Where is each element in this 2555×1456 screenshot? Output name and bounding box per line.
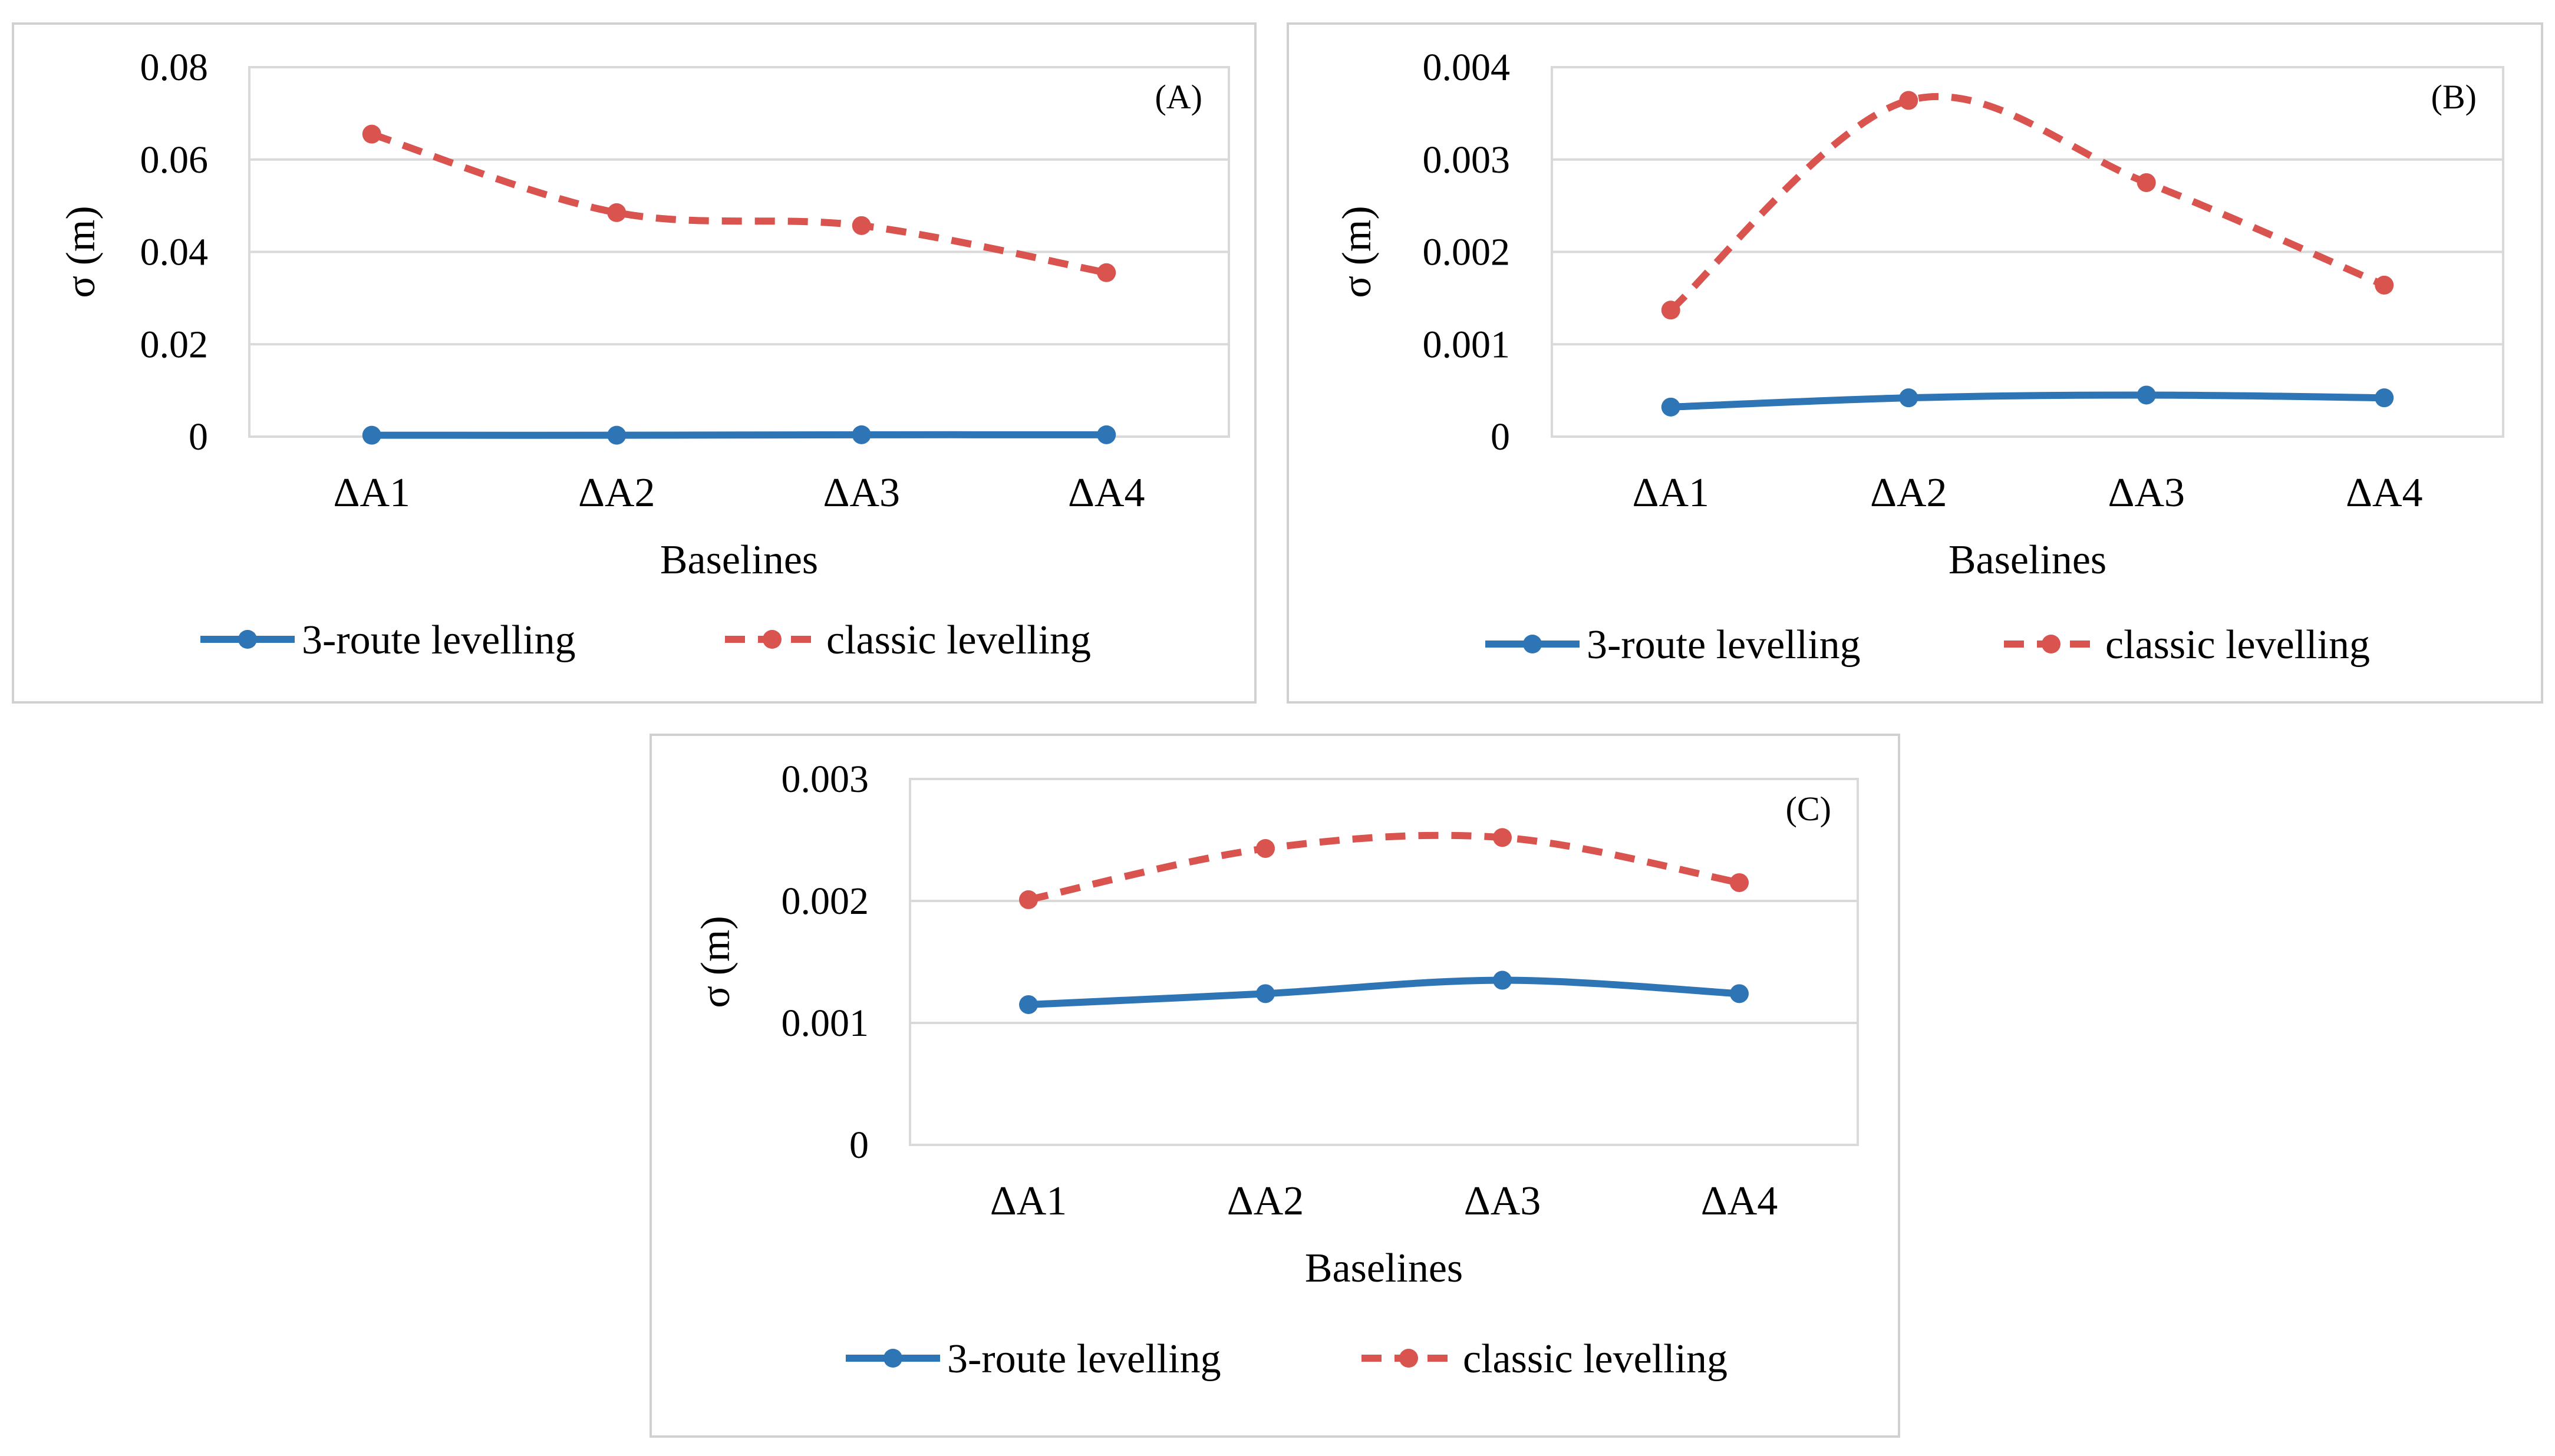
- y-tick-label: 0.004: [1423, 46, 1511, 89]
- data-point: [2375, 388, 2394, 408]
- data-point: [1019, 995, 1038, 1014]
- series-line-classic: [1027, 831, 1740, 903]
- legend-swatch-marker: [1523, 635, 1542, 653]
- y-axis-label: σ (m): [693, 916, 739, 1008]
- panel-frame: [1287, 22, 2543, 704]
- panel-label: (A): [1155, 78, 1202, 116]
- legend-swatch-marker: [1399, 1349, 1418, 1368]
- legend-label: 3-route levelling: [1587, 622, 1861, 668]
- legend-swatch-marker: [238, 630, 257, 649]
- x-tick-label: ΔA2: [1870, 470, 1947, 516]
- plot-area: [909, 778, 1859, 1146]
- data-point: [1256, 838, 1275, 858]
- data-point: [1730, 873, 1749, 892]
- data-point: [1493, 828, 1512, 847]
- x-axis-label: Baselines: [1949, 537, 2106, 583]
- panel-label: (B): [2431, 78, 2477, 116]
- x-tick-label: ΔA3: [2108, 470, 2185, 516]
- data-point: [1661, 301, 1680, 320]
- data-point: [1730, 984, 1749, 1003]
- data-point: [2137, 173, 2156, 192]
- y-axis-label: σ (m): [58, 206, 104, 298]
- x-tick-label: ΔA1: [990, 1178, 1067, 1224]
- x-tick-label: ΔA4: [2346, 470, 2423, 516]
- y-tick-label: 0.003: [782, 758, 869, 801]
- y-tick-label: 0: [1491, 415, 1510, 458]
- data-point: [1661, 397, 1680, 417]
- y-tick-label: 0.02: [140, 323, 209, 366]
- x-axis-label: Baselines: [660, 537, 818, 583]
- data-point: [1493, 970, 1512, 990]
- y-tick-label: 0.001: [1423, 323, 1511, 366]
- series-line-3-route: [1667, 391, 2388, 411]
- y-tick-label: 0.002: [782, 880, 869, 923]
- data-point: [2137, 385, 2156, 405]
- series-line-3-route: [1025, 976, 1743, 1008]
- y-tick-label: 0: [189, 415, 208, 458]
- legend-label: classic levelling: [2105, 622, 2370, 668]
- x-tick-label: ΔA1: [333, 470, 410, 516]
- panel-label: (C): [1786, 790, 1831, 828]
- data-point: [1019, 890, 1038, 909]
- y-tick-label: 0.08: [140, 46, 209, 89]
- x-tick-label: ΔA1: [1632, 470, 1709, 516]
- data-point: [607, 425, 627, 445]
- x-tick-label: ΔA2: [1227, 1178, 1304, 1224]
- x-tick-label: ΔA3: [1464, 1178, 1541, 1224]
- x-tick-label: ΔA3: [823, 470, 900, 516]
- legend-label: classic levelling: [1463, 1336, 1727, 1382]
- x-tick-label: ΔA4: [1068, 470, 1145, 516]
- legend-swatch-marker: [763, 630, 782, 649]
- plot-area: [1551, 66, 2504, 438]
- chart-panel-a: 0 0.02 0.04 0.06 0.08 ΔA1 ΔA2 ΔA3 ΔA4 Baselines σ …: [12, 22, 1257, 704]
- y-tick-label: 0.002: [1423, 231, 1511, 274]
- x-tick-label: ΔA2: [578, 470, 655, 516]
- legend-label: 3-route levelling: [947, 1336, 1221, 1382]
- data-point: [2375, 275, 2394, 295]
- x-axis-label: Baselines: [1305, 1246, 1463, 1291]
- panel-frame: [650, 734, 1900, 1438]
- y-tick-label: 0.04: [140, 231, 209, 274]
- data-point: [362, 425, 381, 445]
- data-point: [607, 203, 627, 222]
- data-point: [1256, 984, 1275, 1003]
- data-point: [362, 124, 381, 144]
- x-tick-label: ΔA4: [1701, 1178, 1778, 1224]
- legend-swatch-marker: [883, 1349, 902, 1368]
- y-tick-label: 0.001: [782, 1002, 869, 1045]
- y-tick-label: 0.003: [1423, 138, 1511, 181]
- data-point: [852, 216, 871, 235]
- chart-panel-b: 0 0.001 0.002 0.003 0.004 ΔA1 ΔA2 ΔA3 ΔA4 Baselin…: [1287, 22, 2543, 704]
- y-tick-label: 0.06: [140, 138, 209, 181]
- legend-label: 3-route levelling: [302, 618, 576, 663]
- y-axis-label: σ (m): [1334, 206, 1380, 298]
- data-point: [1899, 388, 1918, 408]
- data-point: [1899, 91, 1918, 110]
- legend-swatch-marker: [2042, 635, 2061, 653]
- data-point: [1097, 263, 1116, 282]
- panel-frame: [12, 22, 1257, 704]
- data-point: [1097, 425, 1116, 444]
- chart-panel-c: 0 0.001 0.002 0.003 ΔA1 ΔA2 ΔA3 ΔA4 Baselines σ (…: [650, 734, 1900, 1438]
- legend-label: classic levelling: [826, 618, 1091, 663]
- y-tick-label: 0: [849, 1124, 869, 1167]
- series-line-classic: [370, 130, 1107, 276]
- series-line-classic: [1668, 93, 2386, 313]
- data-point: [852, 425, 871, 444]
